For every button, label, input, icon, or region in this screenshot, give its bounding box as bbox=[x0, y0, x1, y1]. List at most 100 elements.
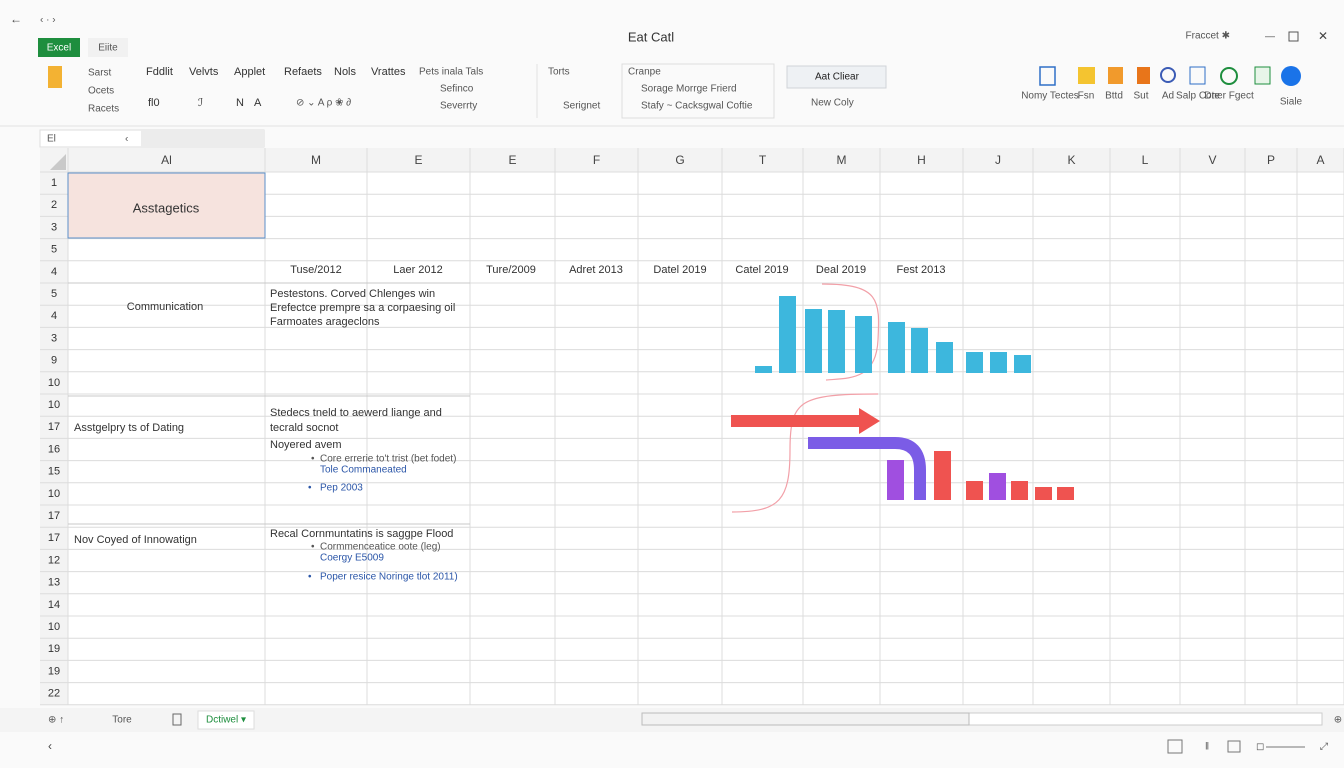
sheet-nav[interactable]: ⊕ ↑ bbox=[48, 715, 64, 726]
view-icon[interactable] bbox=[1167, 739, 1183, 754]
bar bbox=[855, 316, 872, 373]
menu-item[interactable]: Velvts bbox=[189, 66, 219, 78]
column-header: H bbox=[917, 153, 926, 167]
tool-label[interactable]: Siale bbox=[1280, 97, 1303, 108]
tab[interactable]: Eiite bbox=[98, 43, 118, 54]
selected-cell[interactable] bbox=[67, 172, 266, 239]
tab[interactable]: Excel bbox=[47, 43, 71, 54]
ribbon-item[interactable]: Pets inala Tals bbox=[419, 67, 483, 78]
view-icon[interactable]: ◻ bbox=[1256, 742, 1264, 753]
maximize[interactable] bbox=[1288, 31, 1299, 42]
tab-active[interactable] bbox=[38, 38, 80, 57]
sheet-heading[interactable]: Asstagetics bbox=[133, 200, 200, 215]
ribbon-item[interactable]: Racets bbox=[88, 104, 119, 115]
minimize[interactable]: — bbox=[1265, 32, 1275, 43]
ribbon-item[interactable]: Aat Cliear bbox=[815, 72, 860, 83]
add-icon[interactable]: ⊕ bbox=[1334, 715, 1342, 726]
column-header: F bbox=[593, 153, 600, 167]
tool-label[interactable]: Salp Cote bbox=[1176, 91, 1220, 102]
ribbon-item[interactable]: Stafy ~ Cacksgwal Coftie bbox=[641, 101, 753, 112]
date-header: Datel 2019 bbox=[653, 264, 706, 276]
tool-icon[interactable] bbox=[1108, 67, 1123, 84]
font-control[interactable]: N bbox=[236, 97, 244, 109]
bullet: • bbox=[311, 454, 315, 465]
ribbon-item[interactable]: Severrty bbox=[440, 101, 477, 112]
view-icon[interactable]: ‖ bbox=[1205, 742, 1209, 753]
tool-label[interactable]: Dner Fgect bbox=[1204, 91, 1254, 102]
ribbon-item[interactable]: Sorage Morrge Frierd bbox=[641, 84, 737, 95]
back-icon[interactable]: ← bbox=[10, 12, 22, 26]
row-header: 9 bbox=[51, 355, 57, 367]
ribbon-item[interactable]: Sarst bbox=[88, 68, 112, 79]
tool-icon[interactable] bbox=[1039, 66, 1056, 86]
menu-item[interactable]: Nols bbox=[334, 66, 357, 78]
row-header: 10 bbox=[48, 377, 60, 389]
date-header: Deal 2019 bbox=[816, 264, 866, 276]
ribbon-item[interactable]: Torts bbox=[548, 67, 570, 78]
paste-icon[interactable] bbox=[48, 66, 62, 88]
tool-label[interactable]: Sut bbox=[1133, 91, 1148, 102]
tool-label[interactable]: Ad bbox=[1162, 91, 1174, 102]
ribbon-item[interactable]: New Coly bbox=[811, 98, 854, 109]
corner bbox=[50, 154, 66, 170]
column-header-bg bbox=[40, 148, 1344, 172]
row-header: 4 bbox=[51, 310, 57, 322]
row-header: 19 bbox=[48, 665, 60, 677]
zoom-icon[interactable]: ⤢ bbox=[1320, 742, 1328, 753]
connector-curve bbox=[731, 393, 879, 513]
bar bbox=[805, 309, 822, 373]
font-icons[interactable]: ⊘ ⌄ A ρ ❀ ∂ bbox=[296, 98, 351, 109]
row-header: 4 bbox=[51, 266, 57, 278]
bar bbox=[828, 310, 845, 373]
date-header: Catel 2019 bbox=[735, 264, 788, 276]
clear-button[interactable] bbox=[786, 65, 887, 89]
status-back[interactable]: ‹ bbox=[48, 739, 52, 753]
view-icon[interactable] bbox=[1227, 740, 1241, 753]
tab-bg[interactable] bbox=[88, 38, 128, 57]
nav-arrow[interactable]: ‹ bbox=[125, 134, 128, 145]
tool-icon[interactable] bbox=[1078, 67, 1095, 84]
account[interactable]: Fraccet ✱ bbox=[1186, 31, 1231, 42]
ribbon-item[interactable]: Ocets bbox=[88, 86, 114, 97]
ribbon-item[interactable]: Cranpe bbox=[628, 67, 661, 78]
font-control[interactable]: A bbox=[254, 97, 262, 109]
sheet-tab[interactable]: Dctiwel ▾ bbox=[206, 715, 246, 726]
font-control[interactable]: fl0 bbox=[148, 97, 160, 109]
column-header: G bbox=[675, 153, 684, 167]
bullet-text: Coergy E5009 bbox=[320, 553, 384, 564]
nav-icons[interactable]: ‹ · › bbox=[40, 15, 56, 26]
column-header: L bbox=[1142, 153, 1149, 167]
date-header: Laer 2012 bbox=[393, 264, 443, 276]
menu-item[interactable]: Refaets bbox=[284, 66, 322, 78]
row-header: 3 bbox=[51, 332, 57, 344]
tool-label[interactable]: Fsn bbox=[1078, 91, 1095, 102]
close[interactable]: ✕ bbox=[1318, 29, 1328, 43]
sheet-charts bbox=[755, 296, 1074, 500]
ribbon-item[interactable]: Serignet bbox=[563, 101, 600, 112]
active-sheet-tab[interactable] bbox=[197, 710, 255, 730]
row-header: 10 bbox=[48, 488, 60, 500]
formula-input[interactable] bbox=[141, 130, 264, 147]
tool-icon[interactable] bbox=[1189, 66, 1206, 85]
menu-item[interactable]: Applet bbox=[234, 66, 265, 78]
column-header: E bbox=[414, 153, 422, 167]
name-box-text[interactable]: El bbox=[47, 134, 56, 145]
sheet-icon[interactable] bbox=[172, 713, 182, 726]
font-control[interactable]: ℐ bbox=[198, 97, 203, 109]
menu-item[interactable]: Fddlit bbox=[146, 66, 173, 78]
sheet-tab[interactable]: Tore bbox=[112, 715, 132, 726]
tool-icon[interactable] bbox=[1137, 67, 1150, 84]
tool-icon[interactable] bbox=[1160, 67, 1176, 83]
tool-icon[interactable] bbox=[1220, 67, 1238, 85]
menu-item[interactable]: Vrattes bbox=[371, 66, 406, 78]
tool-label[interactable]: Bttd bbox=[1105, 91, 1123, 102]
section-label: Asstgelpry ts of Dating bbox=[74, 422, 184, 434]
tool-icon[interactable] bbox=[1281, 66, 1301, 86]
column-header: M bbox=[837, 153, 847, 167]
column-header: J bbox=[995, 153, 1001, 167]
ribbon-item[interactable]: Sefinco bbox=[440, 84, 474, 95]
tool-icon[interactable] bbox=[1254, 66, 1271, 85]
scroll-thumb[interactable] bbox=[641, 712, 970, 726]
tool-label[interactable]: Nomy Tectes bbox=[1021, 91, 1079, 102]
